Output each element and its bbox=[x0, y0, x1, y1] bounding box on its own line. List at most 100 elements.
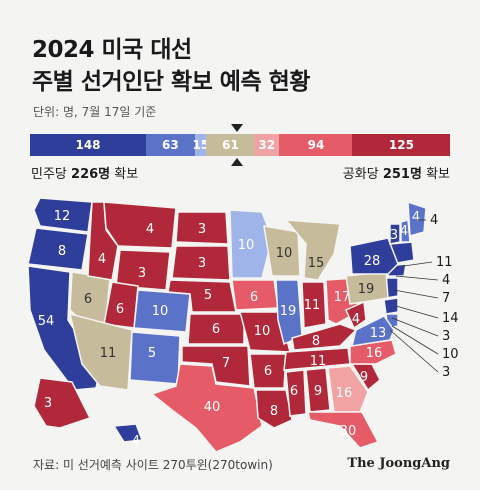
state-label-ms: 6 bbox=[290, 384, 298, 399]
state-label-wi: 10 bbox=[276, 246, 293, 261]
rep-secured: 공화당 251명 확보 bbox=[343, 163, 450, 182]
state-shape-ga bbox=[327, 365, 369, 413]
rep-secured-suffix: 확보 bbox=[426, 167, 450, 182]
bar-segment-94: 94 bbox=[279, 134, 353, 156]
state-shape-vt bbox=[389, 223, 401, 245]
midpoint-marker-top bbox=[231, 124, 243, 132]
bar-segment-61: 61 bbox=[206, 134, 255, 156]
state-label-va: 13 bbox=[370, 326, 387, 341]
title-line1: 2024 미국 대선 bbox=[32, 37, 192, 63]
title-line2: 주별 선거인단 확보 예측 현황 bbox=[32, 69, 310, 95]
state-shape-wa bbox=[33, 197, 93, 233]
state-shape-in bbox=[301, 281, 327, 329]
state-shape-mt bbox=[103, 201, 177, 249]
bar-segment-63: 63 bbox=[145, 134, 196, 156]
callout-label: 7 bbox=[442, 291, 450, 306]
state-label-nc: 16 bbox=[366, 346, 383, 361]
state-shape-ms bbox=[285, 369, 307, 417]
state-label-me: 4 bbox=[412, 210, 420, 225]
state-shape-nh bbox=[400, 219, 411, 243]
state-shape-nd bbox=[175, 211, 229, 245]
bar-segment-148: 148 bbox=[30, 134, 147, 156]
state-label-mt: 4 bbox=[146, 222, 154, 237]
state-shape-mn bbox=[229, 209, 273, 279]
state-label-ar: 6 bbox=[264, 364, 272, 379]
state-label-pa: 19 bbox=[358, 282, 375, 297]
state-label-oh: 17 bbox=[334, 290, 351, 305]
callout-label: 14 bbox=[442, 311, 459, 326]
dem-secured-label: 민주당 bbox=[31, 167, 67, 182]
callout-leader bbox=[391, 317, 439, 337]
state-shape-mi bbox=[284, 219, 341, 281]
callout-leader bbox=[393, 289, 439, 299]
state-label-id: 4 bbox=[98, 252, 106, 267]
callout-leader bbox=[403, 261, 433, 267]
source-note: 자료: 미 선거예측 사이트 270투윈(270towin) bbox=[33, 458, 273, 472]
state-shape-sd bbox=[171, 245, 231, 281]
state-shape-ky bbox=[291, 323, 358, 351]
state-label-ak: 3 bbox=[44, 396, 52, 411]
callout-label: 4 bbox=[442, 273, 450, 288]
state-label-ut: 6 bbox=[116, 302, 124, 317]
state-shape-me bbox=[407, 200, 427, 237]
state-label-al: 9 bbox=[314, 384, 322, 399]
state-label-nd: 3 bbox=[198, 222, 206, 237]
unit-note: 단위: 명, 7월 17일 기준 bbox=[33, 105, 157, 119]
bar-segment-125: 125 bbox=[352, 134, 451, 156]
seat-bar: 148 63 15 61 32 94 125 bbox=[30, 134, 451, 156]
state-label-wy: 3 bbox=[138, 266, 146, 281]
state-label-ok: 7 bbox=[222, 356, 230, 371]
callout-leader bbox=[395, 305, 439, 319]
state-label-fl: 30 bbox=[340, 424, 357, 439]
state-shape-tx bbox=[150, 363, 263, 453]
state-label-co: 10 bbox=[152, 304, 169, 319]
dem-secured-value: 226명 bbox=[71, 167, 111, 182]
state-label-mo: 10 bbox=[254, 324, 271, 339]
state-label-ga: 16 bbox=[336, 386, 353, 401]
state-label-ne: 5 bbox=[204, 288, 212, 303]
state-shape-wv bbox=[345, 300, 367, 330]
state-label-tn: 11 bbox=[310, 354, 327, 369]
state-shape-ks bbox=[187, 313, 245, 345]
state-label-nv: 6 bbox=[84, 292, 92, 307]
state-label-nm: 5 bbox=[148, 346, 156, 361]
state-shape-ak bbox=[33, 377, 92, 429]
state-label-la: 8 bbox=[270, 404, 278, 419]
callout-leader bbox=[389, 329, 439, 373]
callout-label: 3 bbox=[442, 365, 450, 380]
state-label-ny: 28 bbox=[364, 254, 381, 269]
state-label-nh: 4 bbox=[400, 224, 408, 239]
state-label-sc: 9 bbox=[360, 370, 368, 385]
state-label-il: 19 bbox=[280, 304, 297, 319]
state-label-ky: 8 bbox=[312, 334, 320, 349]
callout-label: 3 bbox=[442, 329, 450, 344]
state-label-ca: 54 bbox=[38, 314, 55, 329]
state-label-or: 8 bbox=[58, 244, 66, 259]
bar-segment-15: 15 bbox=[192, 134, 209, 156]
state-shape-ar bbox=[249, 353, 287, 389]
state-shape-hi bbox=[112, 423, 144, 443]
state-label-vt: 3 bbox=[390, 228, 398, 243]
state-shape-al bbox=[305, 367, 331, 413]
state-label-az: 11 bbox=[100, 346, 117, 361]
state-label-wv: 4 bbox=[352, 312, 360, 327]
state-shape-wi bbox=[263, 225, 301, 277]
callout-leader bbox=[391, 325, 439, 355]
callout-label: 4 bbox=[430, 213, 438, 228]
state-label-ia: 6 bbox=[250, 290, 258, 305]
callout-label: 11 bbox=[436, 255, 453, 270]
state-label-sd: 3 bbox=[198, 256, 206, 271]
state-label-hi: 4 bbox=[132, 434, 140, 449]
state-shape-la bbox=[255, 389, 293, 429]
state-shape-az bbox=[68, 312, 133, 391]
state-label-mn: 10 bbox=[238, 238, 255, 253]
callout-leader bbox=[395, 275, 439, 281]
us-map: 1285464436111053356740106106810191511178… bbox=[27, 197, 459, 453]
state-shape-va bbox=[350, 315, 395, 347]
state-shape-ny bbox=[349, 237, 399, 275]
midpoint-marker-bottom bbox=[231, 158, 243, 166]
state-label-wa: 12 bbox=[54, 209, 71, 224]
state-label-in: 11 bbox=[304, 298, 321, 313]
dem-secured-suffix: 확보 bbox=[114, 167, 139, 182]
dem-secured: 민주당 226명 확보 bbox=[31, 163, 138, 182]
